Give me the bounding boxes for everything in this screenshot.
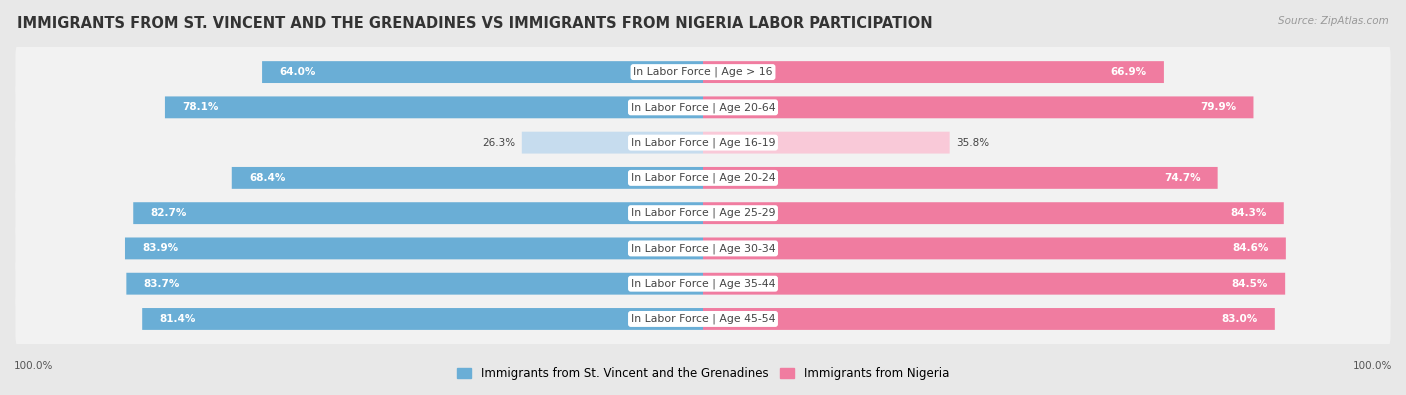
Legend: Immigrants from St. Vincent and the Grenadines, Immigrants from Nigeria: Immigrants from St. Vincent and the Gren…: [453, 363, 953, 385]
FancyBboxPatch shape: [703, 132, 949, 154]
Text: 78.1%: 78.1%: [183, 102, 218, 112]
FancyBboxPatch shape: [165, 96, 703, 118]
Text: In Labor Force | Age 45-54: In Labor Force | Age 45-54: [631, 314, 775, 324]
Text: 74.7%: 74.7%: [1164, 173, 1201, 183]
Text: 100.0%: 100.0%: [1353, 361, 1392, 371]
Text: In Labor Force | Age 25-29: In Labor Force | Age 25-29: [631, 208, 775, 218]
FancyBboxPatch shape: [142, 308, 703, 330]
FancyBboxPatch shape: [125, 237, 703, 260]
FancyBboxPatch shape: [262, 61, 703, 83]
Text: 64.0%: 64.0%: [280, 67, 316, 77]
Text: In Labor Force | Age 16-19: In Labor Force | Age 16-19: [631, 137, 775, 148]
Text: 100.0%: 100.0%: [14, 361, 53, 371]
Text: 83.0%: 83.0%: [1222, 314, 1257, 324]
Text: In Labor Force | Age > 16: In Labor Force | Age > 16: [633, 67, 773, 77]
Text: 26.3%: 26.3%: [482, 137, 515, 148]
Text: 81.4%: 81.4%: [159, 314, 195, 324]
Text: 84.3%: 84.3%: [1230, 208, 1267, 218]
FancyBboxPatch shape: [232, 167, 703, 189]
FancyBboxPatch shape: [703, 96, 1254, 118]
Text: 84.6%: 84.6%: [1232, 243, 1268, 254]
Text: 68.4%: 68.4%: [249, 173, 285, 183]
FancyBboxPatch shape: [703, 167, 1218, 189]
Text: 84.5%: 84.5%: [1232, 279, 1268, 289]
FancyBboxPatch shape: [703, 308, 1275, 330]
Text: 83.7%: 83.7%: [143, 279, 180, 289]
FancyBboxPatch shape: [15, 258, 1391, 310]
FancyBboxPatch shape: [127, 273, 703, 295]
FancyBboxPatch shape: [15, 81, 1391, 134]
Text: IMMIGRANTS FROM ST. VINCENT AND THE GRENADINES VS IMMIGRANTS FROM NIGERIA LABOR : IMMIGRANTS FROM ST. VINCENT AND THE GREN…: [17, 16, 932, 31]
Text: In Labor Force | Age 20-64: In Labor Force | Age 20-64: [631, 102, 775, 113]
Text: In Labor Force | Age 30-34: In Labor Force | Age 30-34: [631, 243, 775, 254]
Text: 83.9%: 83.9%: [142, 243, 179, 254]
FancyBboxPatch shape: [15, 222, 1391, 275]
FancyBboxPatch shape: [703, 61, 1164, 83]
FancyBboxPatch shape: [134, 202, 703, 224]
FancyBboxPatch shape: [15, 187, 1391, 239]
FancyBboxPatch shape: [15, 46, 1391, 98]
Text: 79.9%: 79.9%: [1201, 102, 1236, 112]
Text: Source: ZipAtlas.com: Source: ZipAtlas.com: [1278, 16, 1389, 26]
Text: In Labor Force | Age 20-24: In Labor Force | Age 20-24: [631, 173, 775, 183]
FancyBboxPatch shape: [522, 132, 703, 154]
Text: 66.9%: 66.9%: [1111, 67, 1147, 77]
Text: 82.7%: 82.7%: [150, 208, 187, 218]
FancyBboxPatch shape: [703, 273, 1285, 295]
FancyBboxPatch shape: [15, 293, 1391, 345]
FancyBboxPatch shape: [703, 237, 1286, 260]
FancyBboxPatch shape: [15, 152, 1391, 204]
FancyBboxPatch shape: [703, 202, 1284, 224]
Text: In Labor Force | Age 35-44: In Labor Force | Age 35-44: [631, 278, 775, 289]
Text: 35.8%: 35.8%: [956, 137, 990, 148]
FancyBboxPatch shape: [15, 117, 1391, 169]
